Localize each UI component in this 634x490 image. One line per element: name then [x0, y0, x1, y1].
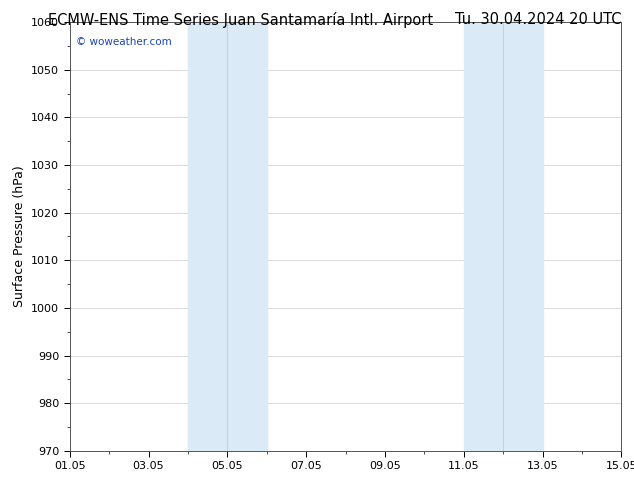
Text: © woweather.com: © woweather.com	[76, 37, 172, 47]
Bar	[228, 22, 267, 451]
Text: Tu. 30.04.2024 20 UTC: Tu. 30.04.2024 20 UTC	[455, 12, 621, 27]
Bar	[463, 22, 503, 451]
Text: ECMW-ENS Time Series Juan Santamaría Intl. Airport: ECMW-ENS Time Series Juan Santamaría Int…	[48, 12, 434, 28]
Bar	[188, 22, 228, 451]
Bar	[503, 22, 543, 451]
Y-axis label: Surface Pressure (hPa): Surface Pressure (hPa)	[13, 166, 25, 307]
